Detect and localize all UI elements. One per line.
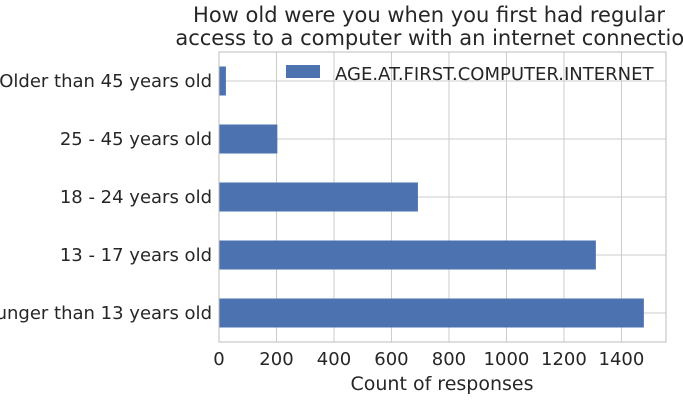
bar xyxy=(219,124,278,154)
legend-swatch xyxy=(286,65,320,78)
x-tick-label: 1200 xyxy=(541,349,587,370)
y-tick-label: 18 - 24 years old xyxy=(60,187,212,208)
chart-title-line-1: How old were you when you first had regu… xyxy=(193,3,665,27)
bar xyxy=(219,298,644,328)
bar xyxy=(219,182,418,212)
x-axis-label: Count of responses xyxy=(350,373,533,395)
legend-label: AGE.AT.FIRST.COMPUTER.INTERNET xyxy=(335,64,654,85)
x-tick-label: 0 xyxy=(213,349,224,370)
x-tick-label: 400 xyxy=(317,349,351,370)
axis-ticks: 0 200 400 600 800 1000 1200 1400 Younger than 13… xyxy=(0,71,644,370)
legend: AGE.AT.FIRST.COMPUTER.INTERNET xyxy=(286,64,654,85)
y-tick-label: Younger than 13 years old xyxy=(0,303,212,324)
x-tick-label: 200 xyxy=(259,349,293,370)
x-tick-label: 600 xyxy=(374,349,408,370)
x-tick-label: 800 xyxy=(432,349,466,370)
y-tick-label: 25 - 45 years old xyxy=(60,129,212,150)
y-tick-label: Older than 45 years old xyxy=(0,71,212,92)
plot-frame xyxy=(218,51,667,343)
y-tick-label: 13 - 17 years old xyxy=(60,245,212,266)
chart-title-line-2: access to a computer with an internet co… xyxy=(175,26,683,50)
bar xyxy=(219,240,596,270)
x-tick-label: 1000 xyxy=(484,349,530,370)
x-tick-label: 1400 xyxy=(599,349,645,370)
bars xyxy=(219,66,644,328)
bar xyxy=(219,66,226,96)
